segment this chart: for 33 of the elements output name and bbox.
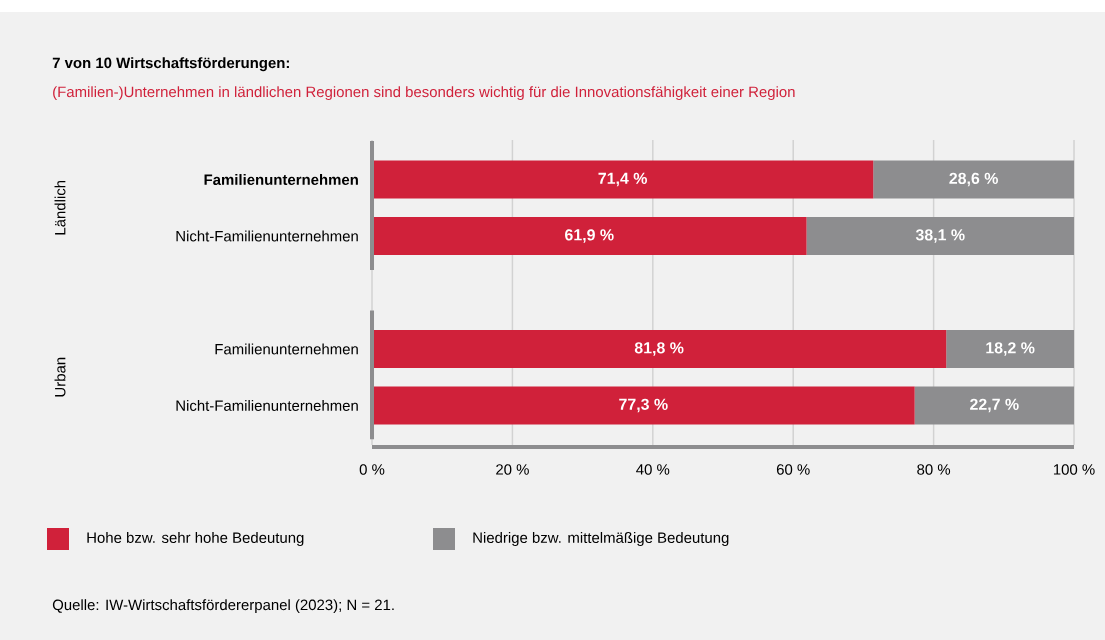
x-tick-label: 60 % bbox=[776, 464, 810, 475]
text: 7 von 10 Wirtschaftsförderungen: bbox=[52, 57, 289, 72]
bar bbox=[873, 160, 1075, 199]
legend-label: Hohe bzw. sehr hohe Bedeutung bbox=[87, 532, 304, 546]
data-label: 71,4 % bbox=[598, 172, 647, 187]
bar bbox=[806, 217, 1075, 256]
data-label: 38,1 % bbox=[915, 229, 965, 243]
data-label: 77,3 % bbox=[619, 398, 668, 413]
x-tick-label: 20 % bbox=[496, 464, 529, 475]
chart-subtitle: (Familien-)Unternehmen in ländlichen Regionen sind besonders wichtig für die Innovationsfähigkeit einer Region bbox=[53, 86, 795, 101]
x-tick-label: 0 % bbox=[359, 464, 385, 475]
y-tick-label: Familienunternehmen bbox=[215, 343, 358, 355]
legend-label: Niedrige bzw. mittelmäßige Bedeutung bbox=[473, 532, 729, 546]
bar bbox=[372, 329, 947, 368]
data-label: 28,6 % bbox=[949, 172, 998, 187]
y-tick-label: Nicht-Familienunternehmen bbox=[176, 399, 358, 411]
data-label: 81,8 % bbox=[634, 342, 684, 356]
y-tick-label: Nicht-Familienunternehmen bbox=[176, 230, 358, 242]
x-tick-label: 40 % bbox=[636, 464, 670, 475]
bar bbox=[946, 329, 1075, 368]
text: Urban bbox=[54, 357, 66, 397]
data-label: 61,9 % bbox=[565, 229, 614, 243]
y-tick-label: Familienunternehmen bbox=[204, 174, 358, 186]
x-tick-label: 80 % bbox=[917, 464, 951, 475]
bar bbox=[372, 217, 807, 256]
text: Ländlich bbox=[54, 180, 66, 235]
bar bbox=[372, 160, 874, 199]
data-label: 18,2 % bbox=[986, 342, 1035, 356]
data-label: 22,7 % bbox=[970, 398, 1019, 413]
bar bbox=[372, 386, 915, 425]
bar bbox=[914, 386, 1075, 425]
source-note: Quelle: IW-Wirtschaftsfördererpanel (2023); N = 21. bbox=[52, 599, 394, 614]
x-tick-label: 100 % bbox=[1053, 464, 1095, 475]
